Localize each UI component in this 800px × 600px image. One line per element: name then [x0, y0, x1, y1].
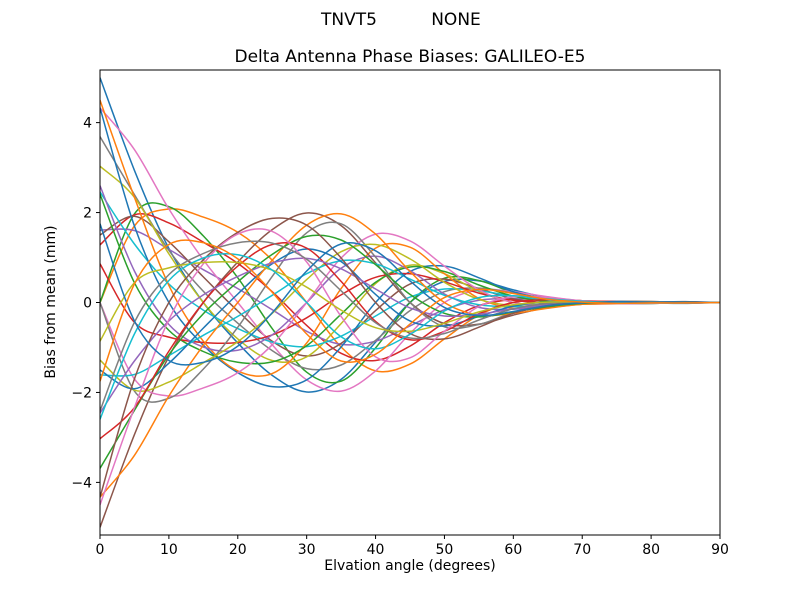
y-tick-label: −2 — [71, 385, 92, 401]
x-tick-label: 70 — [573, 542, 591, 558]
series-line — [100, 77, 720, 393]
series-line — [100, 223, 720, 366]
chart-title: Delta Antenna Phase Biases: GALILEO-E5 — [235, 47, 586, 67]
series-line — [100, 221, 720, 403]
x-tick-label: 60 — [504, 542, 522, 558]
x-tick-label: 80 — [642, 542, 660, 558]
series-line — [100, 107, 720, 393]
x-tick-label: 0 — [96, 542, 105, 558]
y-axis-label: Bias from mean (mm) — [43, 225, 59, 378]
x-tick-label: 20 — [229, 542, 247, 558]
y-tick-label: −4 — [71, 475, 92, 491]
y-tick-label: 0 — [83, 296, 92, 312]
x-tick-label: 30 — [298, 542, 316, 558]
y-axis-ticks: −4 −2 0 2 4 — [71, 116, 100, 491]
series-line — [100, 253, 720, 420]
x-tick-label: 40 — [367, 542, 385, 558]
x-tick-label: 10 — [160, 542, 178, 558]
x-tick-label: 50 — [436, 542, 454, 558]
y-tick-label: 2 — [83, 206, 92, 222]
series-line — [100, 202, 720, 384]
series-line — [100, 212, 720, 528]
x-axis-label: Elvation angle (degrees) — [324, 558, 495, 574]
series-line — [100, 239, 720, 382]
y-tick-label: 4 — [83, 116, 92, 132]
suptitle-mode: NONE — [431, 10, 481, 30]
x-tick-label: 90 — [711, 542, 729, 558]
series-group — [100, 77, 720, 528]
series-line — [100, 212, 720, 498]
x-axis-ticks: 0 10 20 30 40 50 60 70 80 90 — [96, 535, 729, 558]
suptitle-station: TNVT5 — [320, 10, 377, 30]
